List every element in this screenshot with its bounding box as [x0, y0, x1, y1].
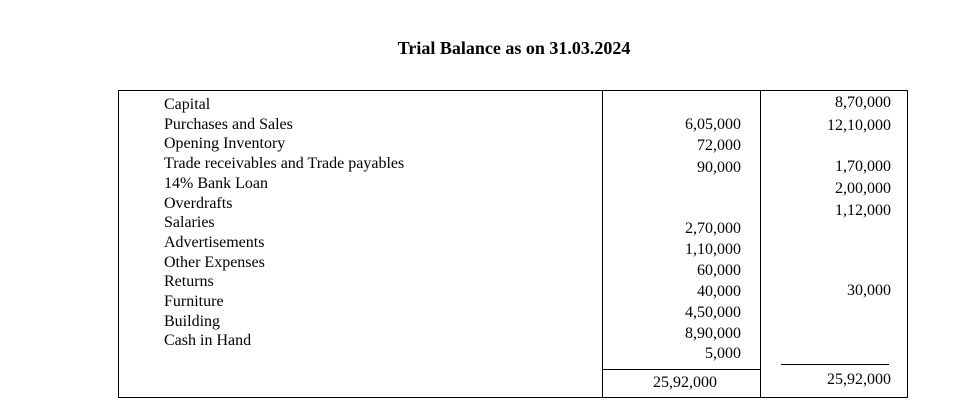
particular-item: Building — [164, 312, 221, 330]
credit-value: 12,10,000 — [827, 117, 891, 134]
column-divider-particulars — [602, 91, 603, 397]
particular-item: Cash in Hand — [164, 332, 252, 350]
credit-value: 8,70,000 — [835, 94, 891, 111]
debit-value: 72,000 — [697, 137, 741, 154]
credit-value: 1,70,000 — [835, 158, 891, 175]
particular-item: Advertisements — [164, 233, 265, 251]
debit-value: 4,50,000 — [685, 304, 741, 321]
column-divider-debit — [760, 91, 761, 397]
credit-column: 8,70,000 12,10,000 1,70,000 2,00,000 1,1… — [760, 91, 891, 397]
particular-item: Other Expenses — [164, 253, 265, 271]
particular-item: Trade receivables and Trade payables — [164, 155, 405, 173]
debit-total-rule — [602, 369, 760, 370]
debit-value: 40,000 — [697, 283, 741, 300]
credit-value: 1,12,000 — [835, 202, 891, 219]
particulars-list: Capital Purchases and Sales Opening Inve… — [164, 95, 404, 351]
debit-value: 90,000 — [697, 159, 741, 176]
trial-balance-table: Capital Purchases and Sales Opening Inve… — [118, 90, 908, 398]
particular-item: Purchases and Sales — [164, 115, 293, 133]
particular-item: Furniture — [164, 293, 224, 311]
credit-total: 25,92,000 — [827, 371, 891, 388]
particular-item: Returns — [164, 273, 214, 291]
debit-value: 8,90,000 — [685, 325, 741, 342]
particular-item: 14% Bank Loan — [164, 174, 268, 192]
particular-item: Capital — [164, 96, 211, 113]
credit-total-rule — [781, 364, 889, 365]
debit-value: 6,05,000 — [685, 116, 741, 133]
credit-value: 2,00,000 — [835, 180, 891, 197]
debit-total: 25,92,000 — [653, 374, 717, 391]
particular-item: Overdrafts — [164, 194, 233, 212]
page-title: Trial Balance as on 31.03.2024 — [397, 38, 631, 58]
debit-value: 1,10,000 — [685, 241, 741, 258]
debit-value: 60,000 — [697, 262, 741, 279]
particular-item: Opening Inventory — [164, 135, 286, 153]
particular-item: Salaries — [164, 214, 215, 232]
debit-value: 5,000 — [705, 345, 741, 362]
debit-column: 6,05,000 72,000 90,000 2,70,000 1,10,000… — [602, 91, 741, 397]
debit-value: 2,70,000 — [685, 220, 741, 237]
credit-value: 30,000 — [847, 282, 891, 299]
